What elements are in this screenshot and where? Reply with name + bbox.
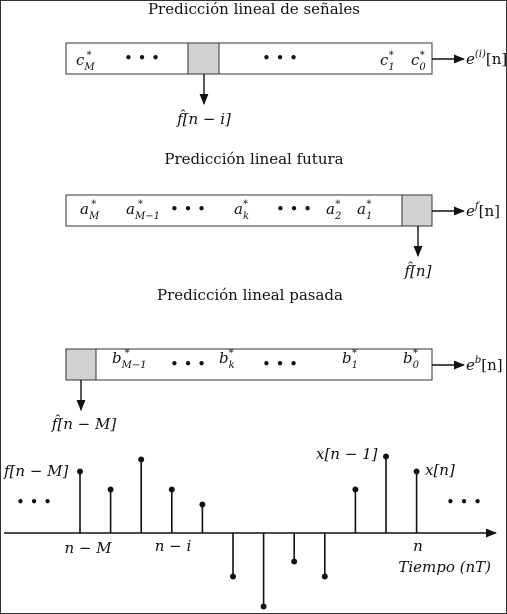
sample-label-x-n: x[n] (425, 461, 455, 479)
sample-label-f-n-minus-m: f[n − M] (3, 462, 69, 480)
signal-stem-plot: f[n − M] x[n − 1] x[n] • • • • • • n − M… (3, 445, 498, 610)
signal-coef-0: c0* (411, 50, 426, 73)
signal-samples (77, 453, 420, 610)
sample-point (77, 468, 83, 475)
forward-prediction-section: Predicción lineal futura aM* aM−1* • • •… (65, 150, 500, 280)
signal-coef-1: c1* (380, 50, 395, 73)
signal-prediction-section: Predicción lineal de señales cM* • • • •… (65, 0, 507, 128)
backward-coef-k: bk* (219, 348, 235, 371)
backward-coefficient-register (65, 348, 433, 381)
tick-label-n: n (413, 537, 423, 555)
signal-current-cell (187, 42, 220, 75)
backward-prediction-section: Predicción lineal pasada bM−1* • • • bk*… (51, 286, 503, 433)
backward-prediction-output: f̂[n − M] (51, 415, 117, 433)
backward-current-cell (65, 348, 97, 381)
sample-point (230, 573, 236, 580)
forward-error-output: ef[n] (466, 201, 500, 220)
sample-point (138, 456, 145, 463)
backward-dots-right: • • • (262, 355, 298, 373)
forward-coef-m-minus-1: aM−1* (126, 199, 160, 222)
forward-coef-2: a2* (326, 199, 341, 222)
backward-coef-1: b1* (342, 348, 358, 371)
sample-point (199, 501, 206, 508)
forward-coef-1: a1* (357, 199, 372, 222)
forward-prediction-output: f̂[n] (404, 262, 432, 280)
forward-coef-k: ak* (234, 199, 249, 222)
forward-dots-left: • • • (170, 200, 206, 218)
sample-point (260, 603, 267, 610)
sample-point (383, 453, 389, 460)
signal-dots-left: • • • (124, 49, 160, 67)
sample-point (168, 486, 175, 493)
signal-prediction-output: f̂[n − i] (176, 110, 231, 128)
tick-label-n-minus-i: n − i (155, 537, 192, 555)
plot-dots-right: • • • (446, 493, 482, 511)
tick-label-n-minus-m: n − M (64, 539, 112, 557)
time-axis-label: Tiempo (nT) (398, 558, 491, 576)
sample-point (107, 486, 114, 493)
signal-prediction-title: Predicción lineal de señales (148, 0, 360, 18)
backward-coef-0: b0* (403, 348, 420, 371)
forward-dots-right: • • • (276, 200, 312, 218)
backward-coef-m-minus-1: bM−1* (112, 348, 147, 371)
forward-current-cell (401, 194, 433, 227)
sample-point (321, 573, 328, 580)
backward-error-output: eb[n] (466, 355, 503, 374)
forward-prediction-title: Predicción lineal futura (164, 150, 343, 168)
forward-coefficient-register (65, 194, 433, 227)
signal-dots-right: • • • (262, 49, 298, 67)
signal-coefficient-register (65, 42, 433, 75)
plot-dots-left: • • • (16, 493, 52, 511)
backward-prediction-title: Predicción lineal pasada (157, 286, 343, 304)
sample-point (352, 486, 359, 493)
forward-coef-m: aM* (80, 199, 100, 222)
sample-label-x-n-minus-1: x[n − 1] (316, 445, 378, 463)
signal-coef-m: cM* (76, 50, 95, 73)
signal-error-output: e(i)[n] (466, 49, 507, 68)
backward-dots-left: • • • (170, 355, 206, 373)
sample-point (291, 558, 298, 565)
sample-point (413, 468, 420, 475)
